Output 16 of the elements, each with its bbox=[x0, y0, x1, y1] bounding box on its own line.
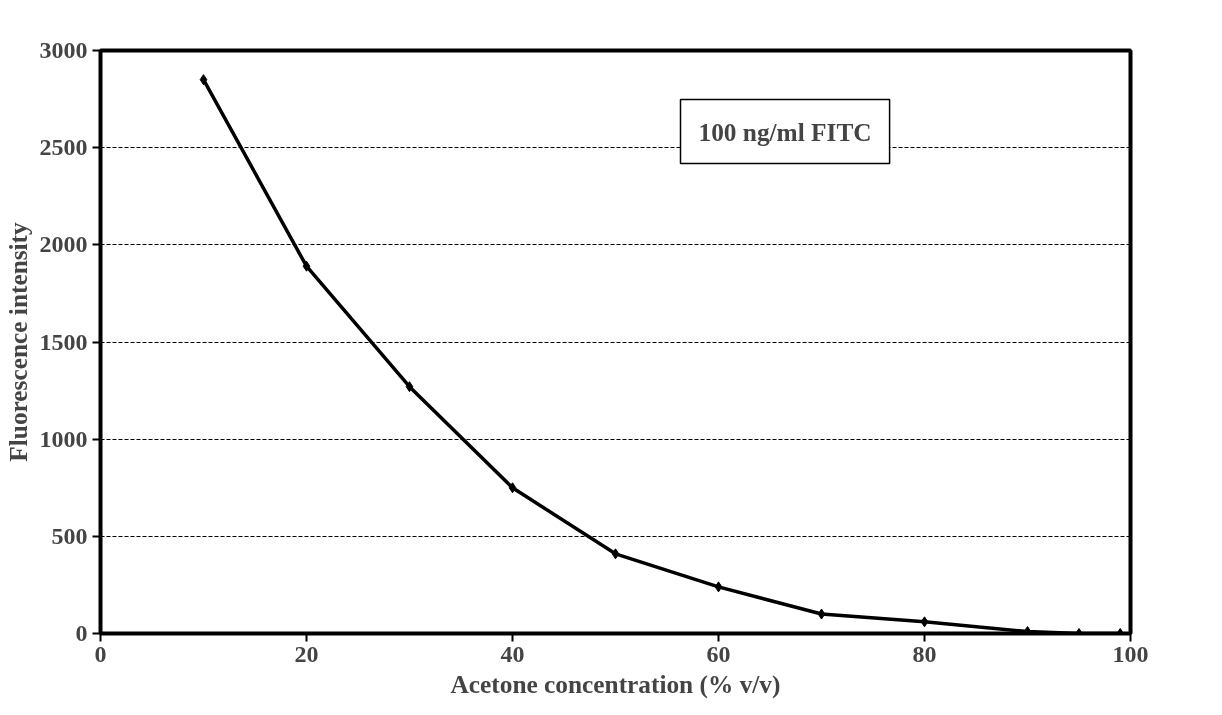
x-tick-label: 20 bbox=[294, 640, 319, 667]
y-axis-title: Fluorescence intensity bbox=[3, 221, 32, 462]
y-tick-label: 2000 bbox=[39, 231, 88, 258]
annotation: 100 ng/ml FITC bbox=[698, 117, 872, 146]
x-tick-label: 40 bbox=[500, 640, 525, 667]
y-tick-label: 2500 bbox=[39, 134, 88, 161]
x-tick-label: 0 bbox=[94, 640, 107, 667]
y-tick-label: 500 bbox=[51, 522, 88, 549]
x-tick-label: 100 bbox=[1112, 640, 1149, 667]
x-tick-label: 80 bbox=[912, 640, 937, 667]
x-tick-label: 60 bbox=[706, 640, 731, 667]
y-tick-label: 1000 bbox=[39, 425, 88, 452]
x-axis-title: Acetone concentration (% v/v) bbox=[450, 669, 781, 699]
y-tick-label: 3000 bbox=[39, 37, 88, 63]
y-tick-label: 1500 bbox=[39, 328, 88, 355]
y-tick-label: 0 bbox=[75, 620, 88, 646]
